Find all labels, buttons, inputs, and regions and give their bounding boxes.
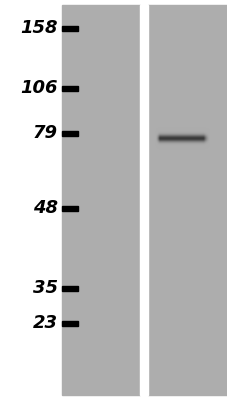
Bar — [62, 286, 78, 290]
Text: 79: 79 — [33, 124, 58, 142]
Bar — [62, 86, 78, 90]
Text: 35: 35 — [33, 279, 58, 297]
Bar — [62, 26, 78, 30]
Text: 106: 106 — [20, 79, 58, 97]
Bar — [62, 320, 78, 326]
Bar — [62, 130, 78, 136]
Text: 158: 158 — [20, 19, 58, 37]
Bar — [62, 206, 78, 210]
Bar — [62, 5, 139, 395]
Text: 23: 23 — [33, 314, 58, 332]
Bar — [147, 5, 227, 395]
Bar — [139, 5, 147, 395]
Text: 48: 48 — [33, 199, 58, 217]
